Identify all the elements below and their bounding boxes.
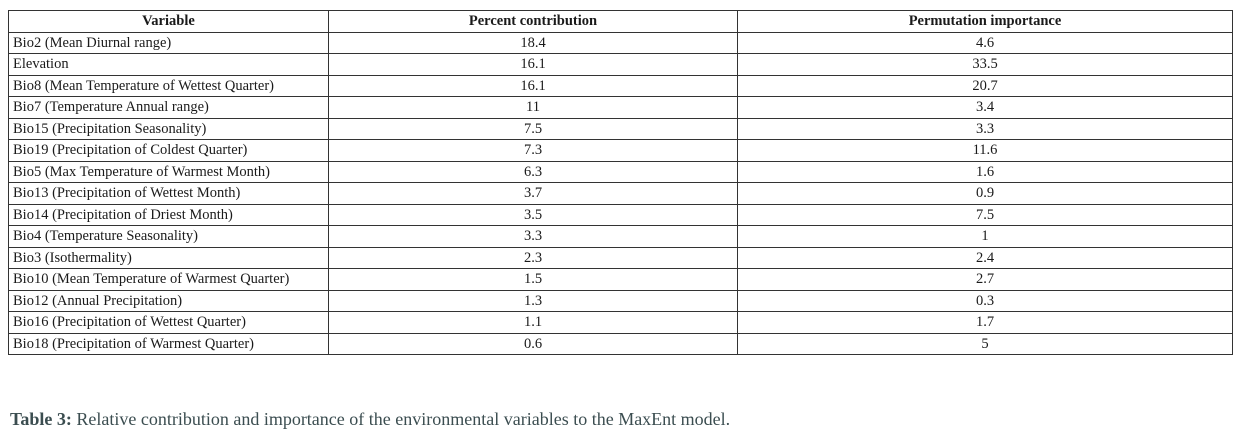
table-row: Bio18 (Precipitation of Warmest Quarter)…	[8, 332, 1233, 355]
percent-contribution-cell: 6.3	[328, 160, 738, 183]
percent-contribution-cell: 3.5	[328, 203, 738, 226]
variable-cell: Bio18 (Precipitation of Warmest Quarter)	[8, 332, 329, 355]
table-row: Bio14 (Precipitation of Driest Month) 3.5…	[8, 203, 1233, 226]
variable-cell: Bio16 (Precipitation of Wettest Quarter)	[8, 311, 329, 334]
caption-label: Table 3:	[10, 409, 72, 429]
percent-contribution-cell: 3.3	[328, 225, 738, 248]
variable-cell: Bio2 (Mean Diurnal range)	[8, 31, 329, 54]
table-body: Bio2 (Mean Diurnal range) 18.4 4.6 Elevatio…	[8, 31, 1233, 355]
variable-cell: Bio12 (Annual Precipitation)	[8, 289, 329, 312]
table-row: Bio2 (Mean Diurnal range) 18.4 4.6	[8, 31, 1233, 54]
percent-contribution-cell: 0.6	[328, 332, 738, 355]
caption-text: Relative contribution and importance of …	[71, 409, 731, 429]
percent-contribution-cell: 7.5	[328, 117, 738, 140]
permutation-importance-cell: 4.6	[737, 31, 1233, 54]
header-row: Variable Percent contribution Permutatio…	[8, 10, 1233, 33]
percent-contribution-cell: 18.4	[328, 31, 738, 54]
permutation-importance-cell: 3.4	[737, 96, 1233, 119]
permutation-importance-cell: 2.7	[737, 268, 1233, 291]
permutation-importance-cell: 0.9	[737, 182, 1233, 205]
header-permutation-importance: Permutation importance	[737, 10, 1233, 33]
permutation-importance-cell: 1.6	[737, 160, 1233, 183]
permutation-importance-cell: 5	[737, 332, 1233, 355]
table-row: Bio7 (Temperature Annual range) 11 3.4	[8, 96, 1233, 119]
table-row: Bio19 (Precipitation of Coldest Quarter)…	[8, 139, 1233, 162]
table-row: Bio5 (Max Temperature of Warmest Month) 6…	[8, 160, 1233, 183]
variable-cell: Elevation	[8, 53, 329, 76]
header-percent-contribution: Percent contribution	[328, 10, 738, 33]
permutation-importance-cell: 20.7	[737, 74, 1233, 97]
permutation-importance-cell: 3.3	[737, 117, 1233, 140]
table-row: Elevation 16.1 33.5	[8, 53, 1233, 76]
percent-contribution-cell: 16.1	[328, 74, 738, 97]
table-row: Bio4 (Temperature Seasonality) 3.3 1	[8, 225, 1233, 248]
table-caption: Table 3: Relative contribution and impor…	[10, 409, 730, 430]
percent-contribution-cell: 3.7	[328, 182, 738, 205]
contribution-table: Variable Percent contribution Permutatio…	[8, 10, 1233, 355]
permutation-importance-cell: 11.6	[737, 139, 1233, 162]
permutation-importance-cell: 2.4	[737, 246, 1233, 269]
permutation-importance-cell: 33.5	[737, 53, 1233, 76]
percent-contribution-cell: 16.1	[328, 53, 738, 76]
permutation-importance-cell: 0.3	[737, 289, 1233, 312]
permutation-importance-cell: 1.7	[737, 311, 1233, 334]
percent-contribution-cell: 7.3	[328, 139, 738, 162]
table-row: Bio12 (Annual Precipitation) 1.3 0.3	[8, 289, 1233, 312]
variable-cell: Bio7 (Temperature Annual range)	[8, 96, 329, 119]
table-row: Bio3 (Isothermality) 2.3 2.4	[8, 246, 1233, 269]
variable-cell: Bio3 (Isothermality)	[8, 246, 329, 269]
variable-cell: Bio13 (Precipitation of Wettest Month)	[8, 182, 329, 205]
table-row: Bio8 (Mean Temperature of Wettest Quarte…	[8, 74, 1233, 97]
variable-cell: Bio4 (Temperature Seasonality)	[8, 225, 329, 248]
variable-cell: Bio15 (Precipitation Seasonality)	[8, 117, 329, 140]
variable-cell: Bio5 (Max Temperature of Warmest Month)	[8, 160, 329, 183]
header-variable: Variable	[8, 10, 329, 33]
percent-contribution-cell: 1.3	[328, 289, 738, 312]
permutation-importance-cell: 7.5	[737, 203, 1233, 226]
variable-cell: Bio14 (Precipitation of Driest Month)	[8, 203, 329, 226]
table-row: Bio10 (Mean Temperature of Warmest Quart…	[8, 268, 1233, 291]
variable-cell: Bio8 (Mean Temperature of Wettest Quarte…	[8, 74, 329, 97]
percent-contribution-cell: 1.1	[328, 311, 738, 334]
table-container: Variable Percent contribution Permutatio…	[8, 10, 1233, 355]
variable-cell: Bio19 (Precipitation of Coldest Quarter)	[8, 139, 329, 162]
percent-contribution-cell: 11	[328, 96, 738, 119]
percent-contribution-cell: 1.5	[328, 268, 738, 291]
variable-cell: Bio10 (Mean Temperature of Warmest Quart…	[8, 268, 329, 291]
permutation-importance-cell: 1	[737, 225, 1233, 248]
table-row: Bio15 (Precipitation Seasonality) 7.5 3.3	[8, 117, 1233, 140]
table-row: Bio13 (Precipitation of Wettest Month) 3.…	[8, 182, 1233, 205]
percent-contribution-cell: 2.3	[328, 246, 738, 269]
table-row: Bio16 (Precipitation of Wettest Quarter)…	[8, 311, 1233, 334]
